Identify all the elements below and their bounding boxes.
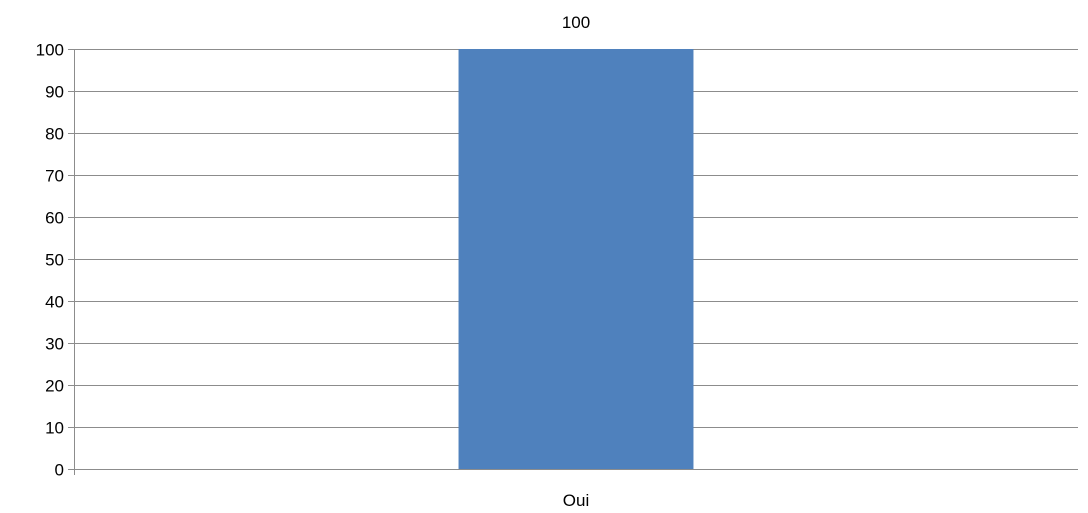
y-tick-label: 20 [45, 377, 64, 396]
y-tick-label: 50 [45, 251, 64, 270]
y-tick-label: 70 [45, 167, 64, 186]
y-tick-label: 10 [45, 419, 64, 438]
y-tick-label: 90 [45, 83, 64, 102]
data-label: 100 [562, 13, 590, 32]
labels: 0 10 20 30 40 50 60 70 80 90 100 100 Oui [36, 13, 591, 510]
x-category-label: Oui [563, 491, 589, 510]
y-tick-label: 40 [45, 293, 64, 312]
bars [458, 49, 694, 469]
y-tick-label: 30 [45, 335, 64, 354]
y-tick-label: 0 [55, 461, 64, 480]
y-tick-label: 60 [45, 209, 64, 228]
bar-oui [458, 49, 694, 469]
y-tick-label: 80 [45, 125, 64, 144]
axes [68, 49, 1078, 475]
y-tick-label: 100 [36, 41, 64, 60]
